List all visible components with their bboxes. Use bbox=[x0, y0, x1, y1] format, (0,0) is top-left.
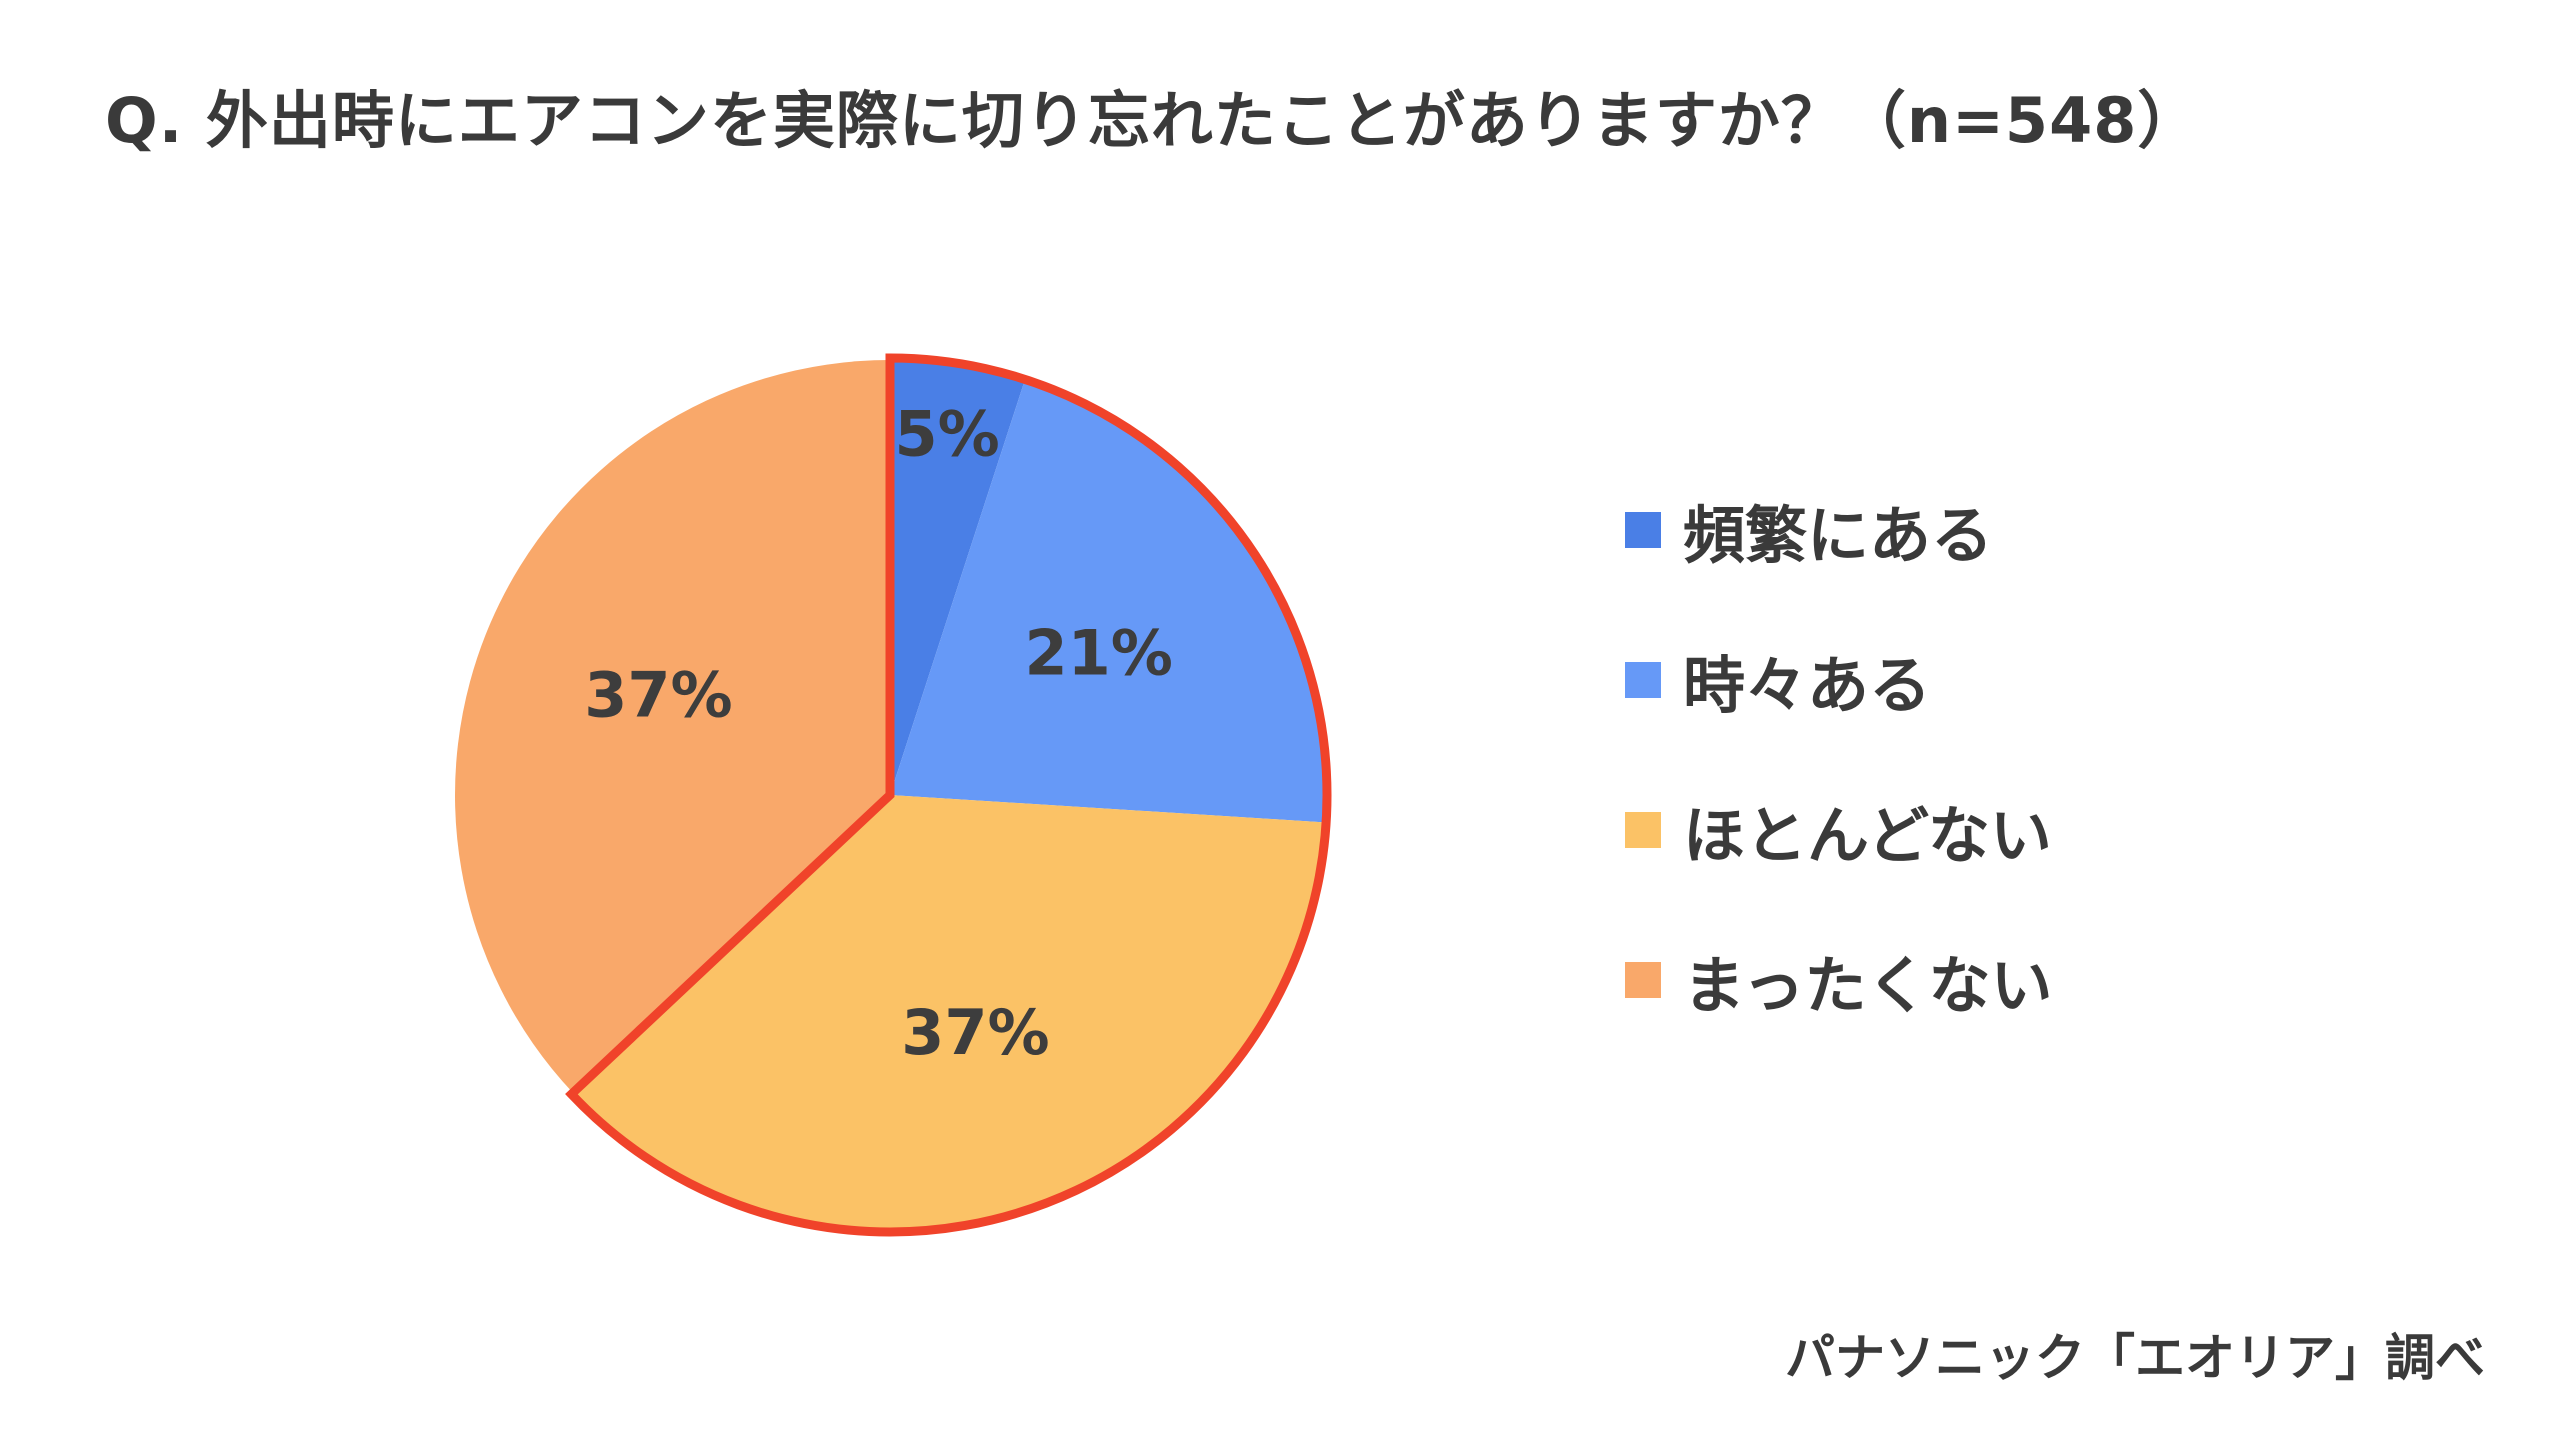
pie-slices bbox=[455, 360, 1325, 1230]
legend-item-frequently: 頻繁にある bbox=[1625, 455, 2053, 605]
highlight-outline bbox=[565, 353, 1332, 1237]
legend-label: ほとんどない bbox=[1683, 799, 2052, 872]
legend-label: 時々ある bbox=[1683, 649, 1932, 722]
legend-swatch bbox=[1625, 662, 1661, 698]
legend-item-rarely: ほとんどない bbox=[1625, 755, 2053, 905]
slice-rarely bbox=[572, 795, 1325, 1230]
legend-item-sometimes: 時々ある bbox=[1625, 605, 2053, 755]
legend-swatch bbox=[1625, 512, 1661, 548]
legend-label: まったくない bbox=[1683, 949, 2053, 1022]
data-label-frequently: 5% bbox=[895, 398, 1000, 471]
legend-swatch bbox=[1625, 962, 1661, 998]
data-label-sometimes: 21% bbox=[1024, 617, 1172, 690]
pie-data-labels: 5% 21% 37% 37% bbox=[584, 398, 1173, 1069]
legend-swatch bbox=[1625, 812, 1661, 848]
data-label-rarely: 37% bbox=[901, 996, 1049, 1069]
legend: 頻繁にある 時々ある ほとんどない まったくない bbox=[1625, 455, 2053, 1055]
legend-label: 頻繁にある bbox=[1683, 499, 1994, 572]
slice-frequently bbox=[890, 360, 1025, 795]
chart-title: Q. 外出時にエアコンを実際に切り忘れたことがありますか？（n=548） bbox=[105, 84, 2201, 157]
slice-never bbox=[455, 360, 890, 1093]
legend-item-never: まったくない bbox=[1625, 905, 2053, 1055]
source-note: パナソニック「エオリア」調べ bbox=[1785, 1329, 2485, 1387]
data-label-never: 37% bbox=[584, 658, 732, 731]
slice-sometimes bbox=[890, 381, 1325, 823]
